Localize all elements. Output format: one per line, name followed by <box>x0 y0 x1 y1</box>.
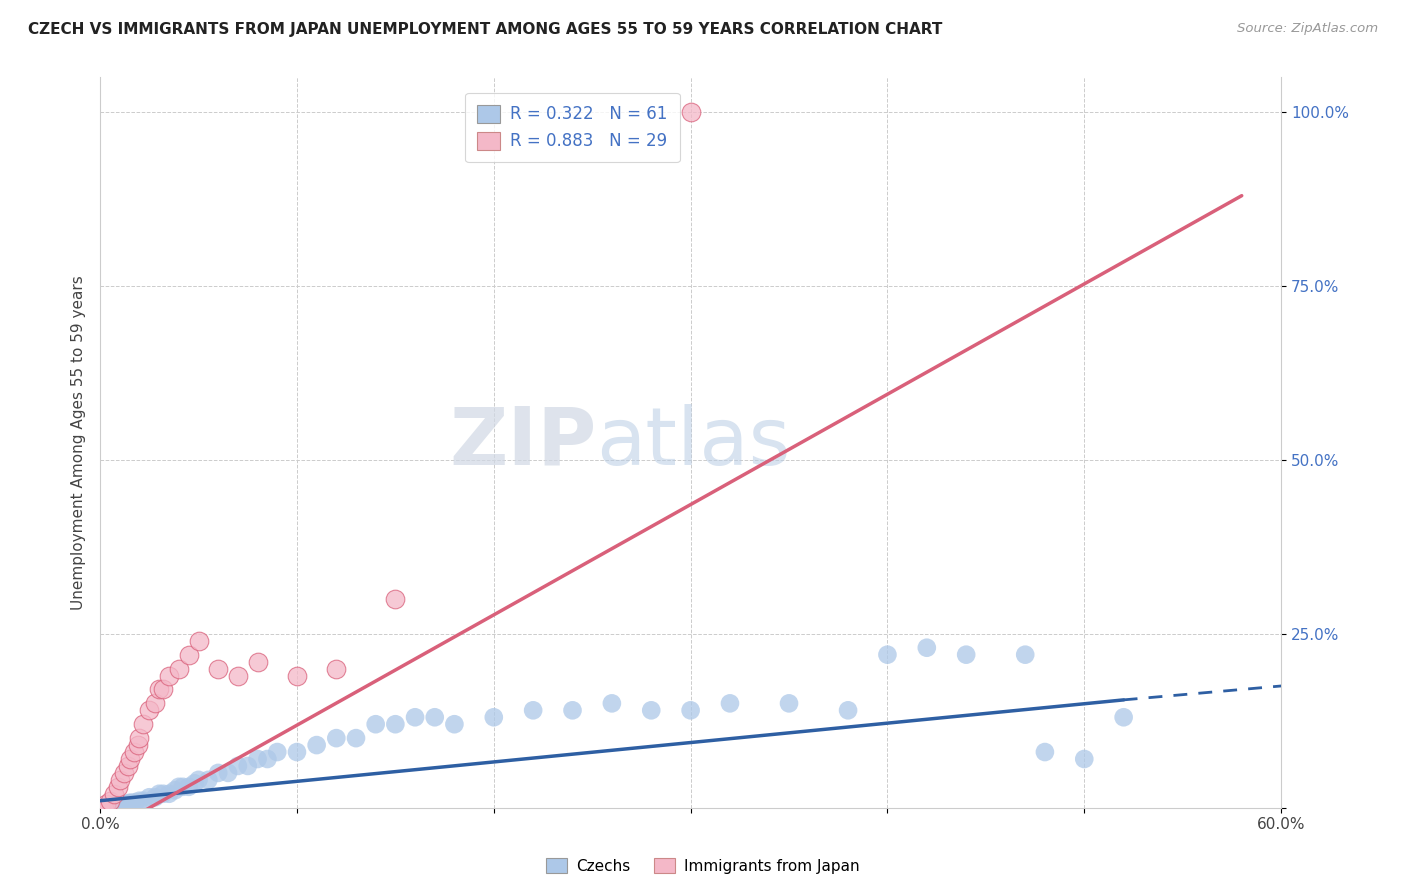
Point <box>112 797 135 812</box>
Point <box>404 710 426 724</box>
Point <box>124 795 146 809</box>
Point <box>148 682 170 697</box>
Point <box>183 776 205 790</box>
Point <box>325 731 347 746</box>
Point <box>138 790 160 805</box>
Point <box>97 800 120 814</box>
Point <box>93 800 115 814</box>
Point <box>157 787 180 801</box>
Text: CZECH VS IMMIGRANTS FROM JAPAN UNEMPLOYMENT AMONG AGES 55 TO 59 YEARS CORRELATIO: CZECH VS IMMIGRANTS FROM JAPAN UNEMPLOYM… <box>28 22 942 37</box>
Text: Source: ZipAtlas.com: Source: ZipAtlas.com <box>1237 22 1378 36</box>
Point <box>384 592 406 607</box>
Point <box>101 798 124 813</box>
Point <box>226 759 249 773</box>
Point <box>305 738 328 752</box>
Point <box>876 648 898 662</box>
Point <box>226 668 249 682</box>
Point <box>778 697 800 711</box>
Point <box>89 800 111 814</box>
Point <box>112 765 135 780</box>
Point <box>679 703 702 717</box>
Point <box>344 731 367 746</box>
Point <box>121 796 143 810</box>
Y-axis label: Unemployment Among Ages 55 to 59 years: Unemployment Among Ages 55 to 59 years <box>72 276 86 610</box>
Point <box>837 703 859 717</box>
Point <box>236 759 259 773</box>
Point <box>246 752 269 766</box>
Point <box>143 790 166 805</box>
Point <box>955 648 977 662</box>
Point <box>152 787 174 801</box>
Point <box>117 759 139 773</box>
Point <box>89 800 111 814</box>
Point <box>128 794 150 808</box>
Point <box>1033 745 1056 759</box>
Point <box>122 745 145 759</box>
Point <box>187 633 209 648</box>
Point <box>94 800 117 814</box>
Point <box>172 780 194 794</box>
Point <box>718 697 741 711</box>
Point <box>325 662 347 676</box>
Point <box>103 798 125 813</box>
Point <box>167 662 190 676</box>
Point <box>118 752 141 766</box>
Point <box>167 780 190 794</box>
Point <box>256 752 278 766</box>
Point <box>246 655 269 669</box>
Point <box>915 640 938 655</box>
Point <box>148 787 170 801</box>
Point <box>138 703 160 717</box>
Point <box>384 717 406 731</box>
Point <box>107 780 129 794</box>
Point <box>217 765 239 780</box>
Point <box>197 772 219 787</box>
Point <box>98 794 121 808</box>
Point <box>443 717 465 731</box>
Point <box>177 648 200 662</box>
Point <box>482 710 505 724</box>
Point <box>285 745 308 759</box>
Point <box>107 797 129 812</box>
Point <box>132 717 155 731</box>
Point <box>266 745 288 759</box>
Point <box>177 780 200 794</box>
Point <box>522 703 544 717</box>
Point <box>285 668 308 682</box>
Text: ZIP: ZIP <box>449 403 596 482</box>
Point <box>108 772 131 787</box>
Point <box>1073 752 1095 766</box>
Point <box>117 797 139 811</box>
Point <box>127 738 149 752</box>
Text: atlas: atlas <box>596 403 790 482</box>
Point <box>1014 648 1036 662</box>
Point <box>132 794 155 808</box>
Point <box>143 697 166 711</box>
Point <box>364 717 387 731</box>
Point <box>128 731 150 746</box>
Point <box>163 783 186 797</box>
Point <box>93 800 115 814</box>
Point <box>1112 710 1135 724</box>
Point <box>118 796 141 810</box>
Point <box>98 799 121 814</box>
Point <box>207 662 229 676</box>
Point <box>94 797 117 812</box>
Point <box>640 703 662 717</box>
Point <box>207 765 229 780</box>
Point <box>187 772 209 787</box>
Point <box>157 668 180 682</box>
Point <box>423 710 446 724</box>
Point <box>108 797 131 812</box>
Legend: Czechs, Immigrants from Japan: Czechs, Immigrants from Japan <box>540 852 866 880</box>
Point <box>152 682 174 697</box>
Point <box>104 797 127 812</box>
Point <box>103 787 125 801</box>
Legend: R = 0.322   N = 61, R = 0.883   N = 29: R = 0.322 N = 61, R = 0.883 N = 29 <box>465 93 679 162</box>
Point <box>600 697 623 711</box>
Point <box>679 105 702 120</box>
Point <box>561 703 583 717</box>
